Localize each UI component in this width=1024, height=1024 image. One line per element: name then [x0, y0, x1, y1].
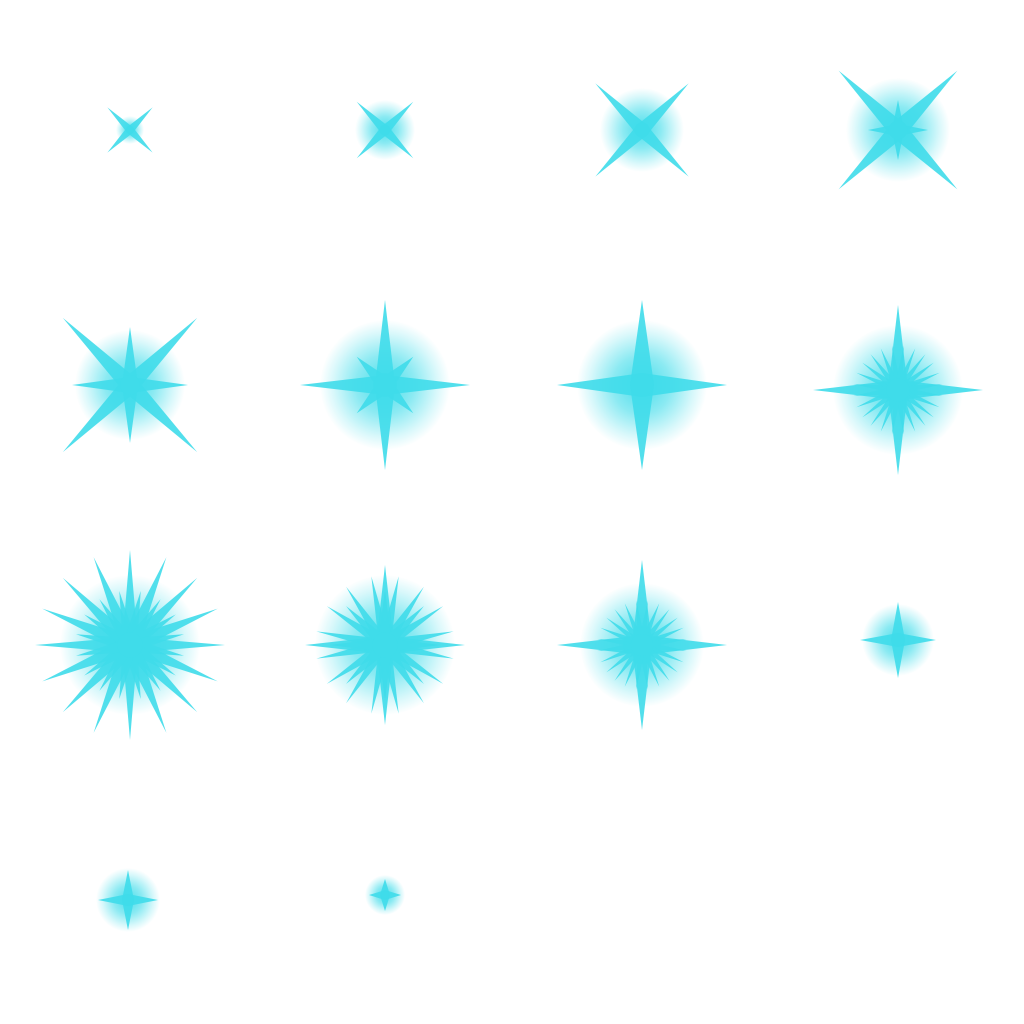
- sparkle: [107, 107, 153, 153]
- sparkle-core: [381, 891, 389, 899]
- sparkle: [35, 550, 225, 740]
- sparkle: [96, 868, 160, 932]
- sparkle: [813, 305, 983, 475]
- sparkle: [305, 565, 465, 725]
- sparkle: [355, 100, 415, 160]
- sparkle-core: [126, 126, 134, 134]
- sparkle-core: [630, 633, 654, 657]
- sparkle: [595, 83, 689, 177]
- sparkle: [557, 560, 727, 730]
- sparkle-core: [120, 375, 140, 395]
- sparkle-core: [891, 633, 905, 647]
- sparkle-core: [886, 378, 910, 402]
- sparkle: [62, 317, 198, 453]
- sparkle-core: [634, 122, 650, 138]
- sparkles: [35, 70, 983, 932]
- sparkle: [838, 70, 958, 190]
- sparkle-core: [372, 632, 398, 658]
- sparkle-core: [379, 124, 391, 136]
- sparkle: [860, 602, 936, 678]
- sparkle: [365, 875, 405, 915]
- sparkle-core: [630, 373, 654, 397]
- sparkle-core: [117, 632, 143, 658]
- sparkle-core: [888, 120, 908, 140]
- sparkle: [557, 300, 727, 470]
- sparkle-core: [373, 373, 397, 397]
- sparkle-core: [122, 894, 134, 906]
- sparkle: [300, 300, 470, 470]
